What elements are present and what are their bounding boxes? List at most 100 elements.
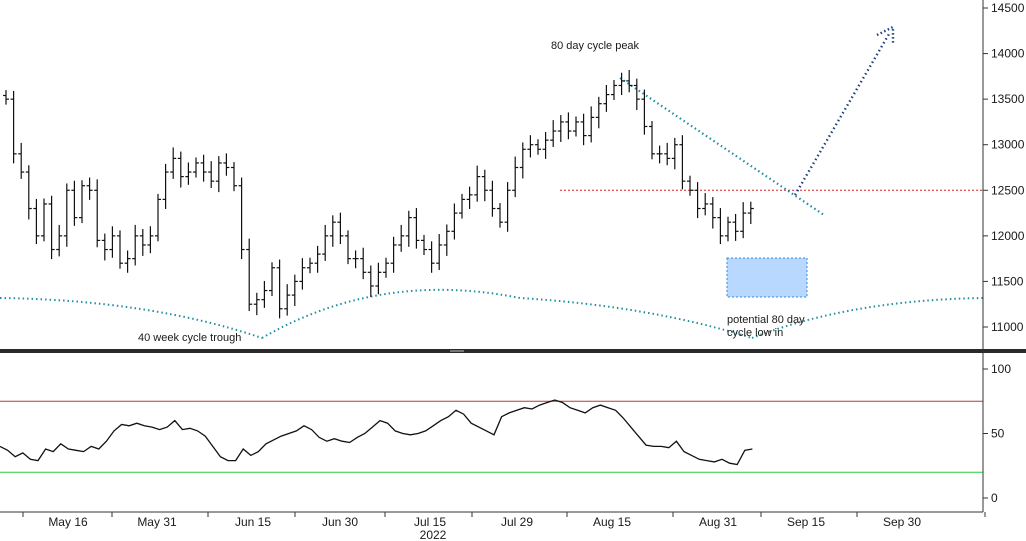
price-bar [671, 137, 678, 170]
x-axis-year-label: 2022 [420, 528, 447, 541]
osc-tick-label: 0 [991, 491, 998, 505]
x-tick-label: May 16 [48, 515, 88, 529]
price-bar [200, 154, 207, 182]
price-bar [504, 182, 511, 232]
price-bar [276, 259, 283, 319]
price-bar [56, 224, 63, 257]
price-bar [603, 85, 610, 112]
price-bar [489, 180, 496, 217]
price-tick-label: 13500 [991, 92, 1025, 106]
price-bar [177, 151, 184, 188]
price-bar [375, 262, 382, 295]
price-bars [3, 69, 754, 319]
x-axis: May 16 May 31 Jun 15 Jun 30 Jul 15 Jul 29 Aug … [22, 512, 986, 529]
price-bar [474, 165, 481, 202]
price-bar [71, 180, 78, 226]
price-tick-label: 11500 [991, 274, 1024, 288]
price-bar [565, 112, 572, 140]
price-bar [367, 265, 374, 297]
price-bar [3, 90, 9, 105]
price-bar [155, 193, 161, 242]
price-bar [709, 197, 716, 229]
price-tick-label: 12500 [991, 183, 1025, 197]
price-bar [725, 216, 731, 242]
osc-tick-label: 50 [991, 427, 1005, 441]
price-bar [261, 280, 268, 308]
price-bar [747, 201, 754, 225]
price-bar [535, 139, 541, 155]
price-bar [215, 156, 222, 193]
annotation-cycle-trough: 40 week cycle trough [138, 332, 241, 344]
price-bar [33, 198, 40, 245]
price-bar [269, 262, 275, 297]
price-bar [79, 180, 85, 224]
price-bar [284, 284, 291, 316]
cycle-curve-middle [261, 288, 753, 339]
price-bar [649, 121, 655, 160]
price-bar [352, 250, 359, 269]
price-tick-label: 14500 [991, 1, 1025, 15]
price-bar [307, 257, 313, 274]
price-bar [641, 89, 648, 135]
price-bar [86, 177, 93, 200]
price-tick-label: 14000 [991, 47, 1025, 61]
price-bar [717, 208, 724, 245]
price-bar [193, 157, 199, 178]
price-bar [291, 274, 298, 307]
price-bar [94, 179, 101, 248]
price-bar [664, 142, 671, 166]
price-bar [170, 147, 177, 179]
price-bar [451, 203, 458, 240]
cycle-curve-right [751, 297, 984, 339]
price-bar [208, 161, 215, 189]
price-bar [595, 96, 602, 129]
price-bar [421, 234, 427, 255]
x-tick-label: Aug 15 [593, 515, 631, 529]
price-bar [459, 193, 465, 219]
price-bar [109, 226, 116, 258]
panel-separator [0, 349, 1026, 353]
price-bar [101, 233, 108, 261]
price-bar [702, 193, 709, 216]
x-tick-label: Jul 29 [501, 515, 533, 529]
annotation-cycle-peak: 80 day cycle peak [551, 40, 640, 52]
price-bar [147, 226, 154, 254]
x-tick-label: Jun 15 [235, 515, 271, 529]
price-bar [162, 163, 169, 209]
price-bar [687, 175, 693, 196]
price-bar [481, 169, 488, 202]
price-bar [223, 153, 230, 176]
price-bar [299, 258, 306, 290]
price-bar [246, 238, 253, 312]
price-bar [618, 72, 625, 96]
x-tick-label: Jun 30 [322, 515, 358, 529]
price-bar [132, 224, 139, 266]
price-bar [124, 250, 131, 273]
price-bar [633, 78, 640, 111]
price-bar [580, 113, 587, 146]
price-bar [436, 234, 443, 271]
price-bar [413, 208, 420, 249]
price-bar [626, 69, 633, 93]
osc-tick-label: 100 [991, 362, 1011, 376]
forecast-arrow [793, 25, 895, 196]
price-bar [611, 80, 617, 101]
price-bar [557, 115, 564, 142]
price-bar [573, 116, 579, 137]
x-tick-label: May 31 [137, 515, 177, 529]
price-axis: 11000 11500 12000 12500 13000 13500 14000 14500 [983, 1, 1025, 334]
annotation-cycle-low: potential 80 day cycle low in [727, 314, 805, 339]
price-bar [63, 183, 70, 247]
price-bar [656, 145, 663, 164]
price-bar [185, 162, 192, 185]
price-bar [48, 195, 55, 260]
panel-splitter-handle[interactable] [450, 350, 464, 352]
cycle-curves [0, 288, 984, 339]
target-zone-box [726, 257, 808, 298]
price-bar [512, 156, 519, 198]
price-bar [398, 224, 405, 252]
price-bar [253, 292, 260, 316]
price-tick-label: 12000 [991, 229, 1025, 243]
